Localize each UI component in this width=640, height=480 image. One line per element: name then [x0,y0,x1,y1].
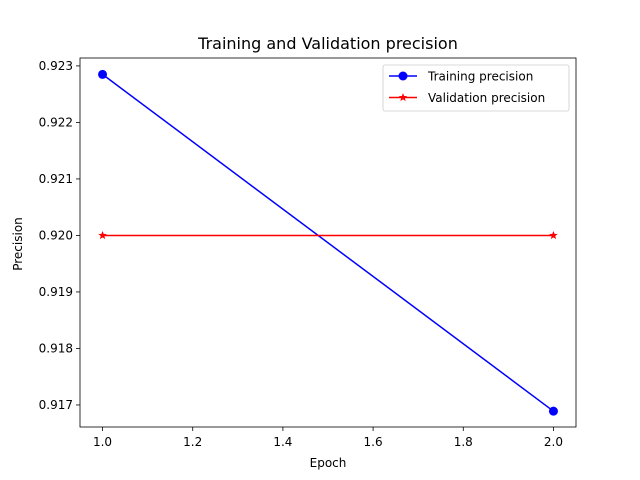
x-axis-label: Epoch [310,456,347,470]
x-tick-label: 1.2 [183,435,202,449]
y-tick-label: 0.921 [39,172,73,186]
legend-marker [398,93,408,102]
y-tick-label: 0.917 [39,398,73,412]
data-point-1-1 [549,230,558,240]
x-tick-label: 1.0 [93,435,112,449]
y-tick-label: 0.922 [39,115,73,129]
y-tick-label: 0.919 [39,285,73,299]
plot-area: 1.0 1.2 1.4 1.6 1.8 2.0 0.917 0.918 0.919 0.920 0.… [39,57,577,449]
y-tick-label: 0.920 [39,228,73,242]
y-tick-label: 0.923 [39,59,73,73]
x-tick-label: 1.4 [273,435,292,449]
chart-title: Training and Validation precision [197,34,458,53]
x-tick-label: 1.6 [364,435,383,449]
legend-box [382,64,570,112]
legend-marker [398,71,408,81]
y-tick-label: 0.918 [39,341,73,355]
data-point-0-1 [548,406,558,416]
y-axis-label: Precision [11,217,25,271]
x-tick-label: 2.0 [544,435,563,449]
legend-label: Validation precision [428,91,545,105]
legend: Training precision Validation precision [382,64,570,112]
legend-label: Training precision [427,70,533,84]
data-point-0-0 [98,69,108,79]
axes-frame [79,57,577,428]
series-line-0 [102,73,554,412]
x-tick-label: 1.8 [454,435,473,449]
data-point-1-0 [98,230,107,240]
